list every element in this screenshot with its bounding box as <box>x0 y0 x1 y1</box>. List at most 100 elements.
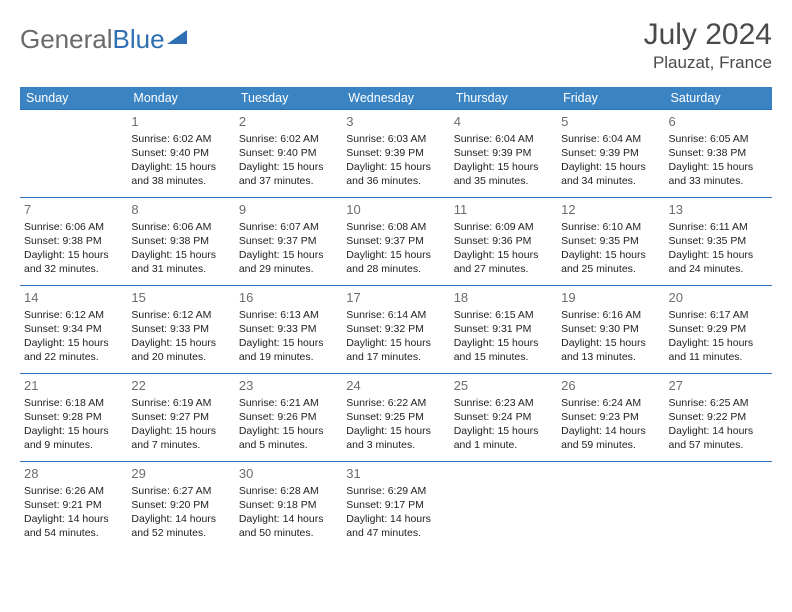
sunrise-text: Sunrise: 6:28 AM <box>239 484 338 498</box>
calendar-day-cell: 30Sunrise: 6:28 AMSunset: 9:18 PMDayligh… <box>235 462 342 550</box>
calendar-week-row: 28Sunrise: 6:26 AMSunset: 9:21 PMDayligh… <box>20 462 772 550</box>
header: GeneralBlue July 2024 Plauzat, France <box>20 18 772 73</box>
day-number: 11 <box>454 201 553 219</box>
sunset-text: Sunset: 9:30 PM <box>561 322 660 336</box>
sunset-text: Sunset: 9:39 PM <box>561 146 660 160</box>
calendar-day-cell: 17Sunrise: 6:14 AMSunset: 9:32 PMDayligh… <box>342 286 449 374</box>
daylight-text: and 33 minutes. <box>669 174 768 188</box>
sunrise-text: Sunrise: 6:15 AM <box>454 308 553 322</box>
sunrise-text: Sunrise: 6:29 AM <box>346 484 445 498</box>
sunset-text: Sunset: 9:36 PM <box>454 234 553 248</box>
sunrise-text: Sunrise: 6:02 AM <box>239 132 338 146</box>
sunset-text: Sunset: 9:32 PM <box>346 322 445 336</box>
day-number: 4 <box>454 113 553 131</box>
calendar-header-row: SundayMondayTuesdayWednesdayThursdayFrid… <box>20 87 772 110</box>
day-number: 3 <box>346 113 445 131</box>
day-number: 24 <box>346 377 445 395</box>
calendar-day-cell: 27Sunrise: 6:25 AMSunset: 9:22 PMDayligh… <box>665 374 772 462</box>
weekday-header: Friday <box>557 87 664 110</box>
day-number: 9 <box>239 201 338 219</box>
sunrise-text: Sunrise: 6:04 AM <box>454 132 553 146</box>
daylight-text: and 36 minutes. <box>346 174 445 188</box>
daylight-text: Daylight: 15 hours <box>239 336 338 350</box>
calendar-day-cell: 6Sunrise: 6:05 AMSunset: 9:38 PMDaylight… <box>665 110 772 198</box>
sunrise-text: Sunrise: 6:11 AM <box>669 220 768 234</box>
sunset-text: Sunset: 9:38 PM <box>669 146 768 160</box>
sunset-text: Sunset: 9:35 PM <box>669 234 768 248</box>
sunset-text: Sunset: 9:38 PM <box>24 234 123 248</box>
sunrise-text: Sunrise: 6:24 AM <box>561 396 660 410</box>
sunset-text: Sunset: 9:37 PM <box>346 234 445 248</box>
daylight-text: Daylight: 14 hours <box>24 512 123 526</box>
calendar-day-cell: 8Sunrise: 6:06 AMSunset: 9:38 PMDaylight… <box>127 198 234 286</box>
day-number: 8 <box>131 201 230 219</box>
sunset-text: Sunset: 9:40 PM <box>239 146 338 160</box>
logo-text-1: General <box>20 24 113 55</box>
sunset-text: Sunset: 9:20 PM <box>131 498 230 512</box>
daylight-text: Daylight: 14 hours <box>131 512 230 526</box>
day-number: 29 <box>131 465 230 483</box>
calendar-day-cell: 1Sunrise: 6:02 AMSunset: 9:40 PMDaylight… <box>127 110 234 198</box>
day-number: 23 <box>239 377 338 395</box>
daylight-text: Daylight: 15 hours <box>561 160 660 174</box>
daylight-text: and 50 minutes. <box>239 526 338 540</box>
daylight-text: and 37 minutes. <box>239 174 338 188</box>
sunrise-text: Sunrise: 6:03 AM <box>346 132 445 146</box>
day-number: 21 <box>24 377 123 395</box>
calendar-day-cell: 10Sunrise: 6:08 AMSunset: 9:37 PMDayligh… <box>342 198 449 286</box>
daylight-text: Daylight: 15 hours <box>561 248 660 262</box>
daylight-text: and 24 minutes. <box>669 262 768 276</box>
calendar-day-cell: 20Sunrise: 6:17 AMSunset: 9:29 PMDayligh… <box>665 286 772 374</box>
title-block: July 2024 Plauzat, France <box>644 18 772 73</box>
daylight-text: and 3 minutes. <box>346 438 445 452</box>
calendar-day-cell: 11Sunrise: 6:09 AMSunset: 9:36 PMDayligh… <box>450 198 557 286</box>
sunset-text: Sunset: 9:39 PM <box>346 146 445 160</box>
sunrise-text: Sunrise: 6:10 AM <box>561 220 660 234</box>
calendar-day-cell: 16Sunrise: 6:13 AMSunset: 9:33 PMDayligh… <box>235 286 342 374</box>
day-number: 18 <box>454 289 553 307</box>
day-number: 22 <box>131 377 230 395</box>
sunrise-text: Sunrise: 6:16 AM <box>561 308 660 322</box>
sunrise-text: Sunrise: 6:17 AM <box>669 308 768 322</box>
calendar-day-cell <box>557 462 664 550</box>
sunrise-text: Sunrise: 6:02 AM <box>131 132 230 146</box>
daylight-text: and 1 minute. <box>454 438 553 452</box>
daylight-text: Daylight: 15 hours <box>131 336 230 350</box>
day-number: 17 <box>346 289 445 307</box>
daylight-text: and 47 minutes. <box>346 526 445 540</box>
daylight-text: and 31 minutes. <box>131 262 230 276</box>
sunset-text: Sunset: 9:35 PM <box>561 234 660 248</box>
daylight-text: Daylight: 15 hours <box>131 248 230 262</box>
sunrise-text: Sunrise: 6:21 AM <box>239 396 338 410</box>
sunset-text: Sunset: 9:18 PM <box>239 498 338 512</box>
day-number: 20 <box>669 289 768 307</box>
sunrise-text: Sunrise: 6:27 AM <box>131 484 230 498</box>
day-number: 13 <box>669 201 768 219</box>
daylight-text: and 13 minutes. <box>561 350 660 364</box>
day-number: 16 <box>239 289 338 307</box>
sunset-text: Sunset: 9:25 PM <box>346 410 445 424</box>
daylight-text: Daylight: 15 hours <box>669 160 768 174</box>
sunset-text: Sunset: 9:24 PM <box>454 410 553 424</box>
daylight-text: Daylight: 15 hours <box>454 424 553 438</box>
sunrise-text: Sunrise: 6:19 AM <box>131 396 230 410</box>
day-number: 1 <box>131 113 230 131</box>
logo-triangle-icon <box>167 22 189 53</box>
day-number: 26 <box>561 377 660 395</box>
daylight-text: Daylight: 15 hours <box>454 336 553 350</box>
sunset-text: Sunset: 9:26 PM <box>239 410 338 424</box>
daylight-text: and 19 minutes. <box>239 350 338 364</box>
daylight-text: Daylight: 15 hours <box>669 336 768 350</box>
calendar-day-cell: 14Sunrise: 6:12 AMSunset: 9:34 PMDayligh… <box>20 286 127 374</box>
calendar-day-cell: 9Sunrise: 6:07 AMSunset: 9:37 PMDaylight… <box>235 198 342 286</box>
daylight-text: and 15 minutes. <box>454 350 553 364</box>
daylight-text: and 7 minutes. <box>131 438 230 452</box>
calendar-day-cell: 21Sunrise: 6:18 AMSunset: 9:28 PMDayligh… <box>20 374 127 462</box>
sunset-text: Sunset: 9:21 PM <box>24 498 123 512</box>
sunset-text: Sunset: 9:23 PM <box>561 410 660 424</box>
daylight-text: Daylight: 15 hours <box>346 336 445 350</box>
sunrise-text: Sunrise: 6:12 AM <box>131 308 230 322</box>
calendar-day-cell: 12Sunrise: 6:10 AMSunset: 9:35 PMDayligh… <box>557 198 664 286</box>
daylight-text: Daylight: 15 hours <box>454 160 553 174</box>
sunrise-text: Sunrise: 6:25 AM <box>669 396 768 410</box>
